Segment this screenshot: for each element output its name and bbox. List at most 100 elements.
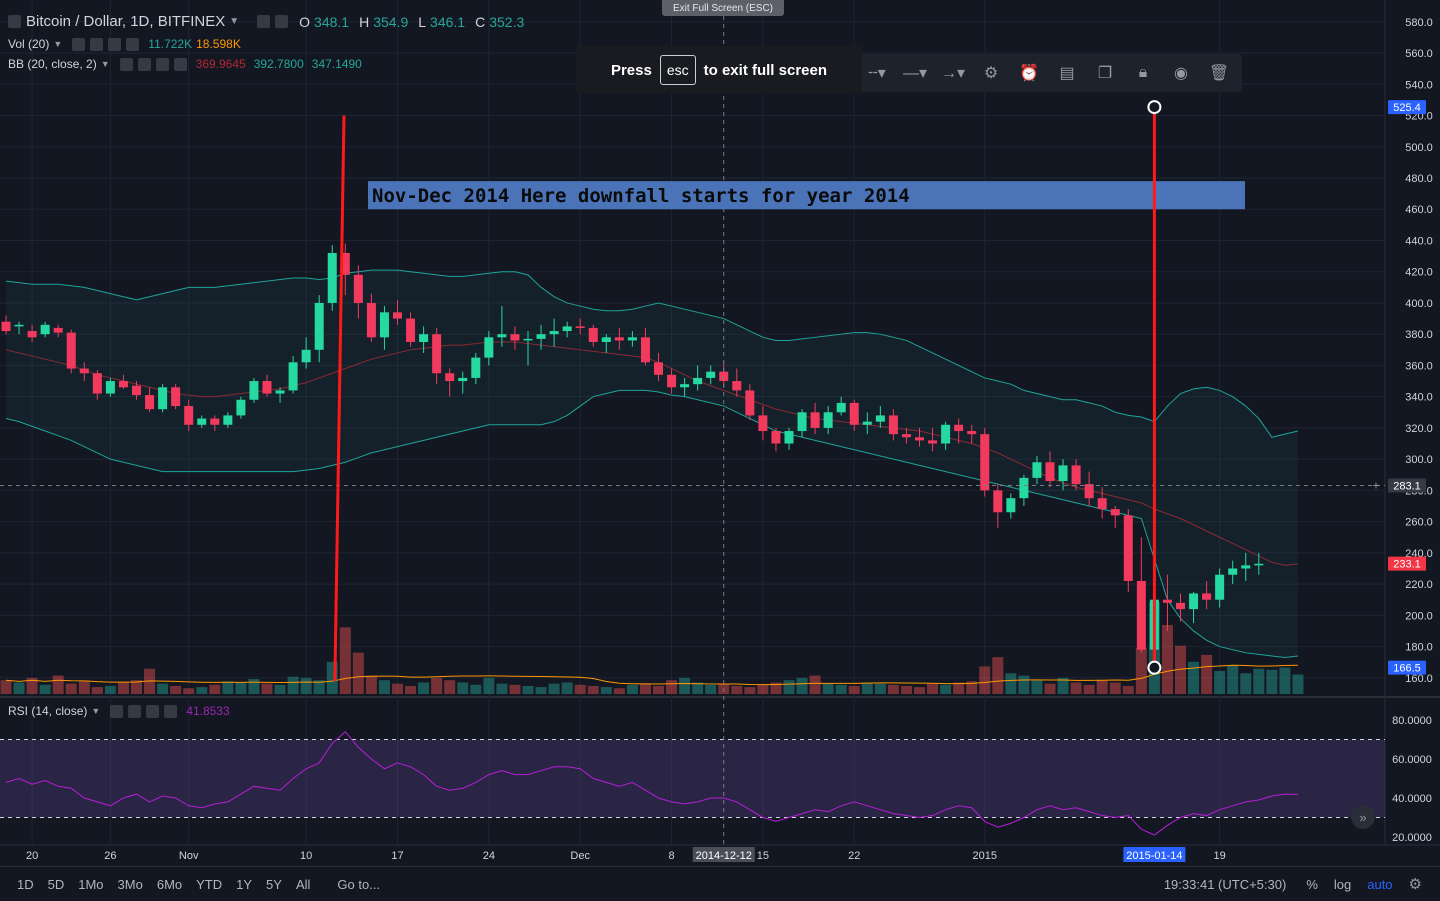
bb-add-icon[interactable]: [155, 57, 169, 71]
volume-bar: [300, 677, 312, 694]
volume-bar: [39, 684, 51, 694]
vol-remove-icon[interactable]: [126, 37, 140, 51]
volume-bar: [209, 684, 221, 694]
candle: [249, 381, 259, 400]
bb-settings-icon[interactable]: [119, 57, 133, 71]
volume-bars: [0, 602, 1304, 694]
vol-hide-icon[interactable]: [90, 37, 104, 51]
volume-bar: [392, 683, 403, 694]
percent-toggle[interactable]: %: [1306, 876, 1318, 892]
volume-bar: [1005, 673, 1017, 694]
esc-key: esc: [659, 55, 696, 85]
lock-icon[interactable]: 🔒︎: [1138, 64, 1148, 81]
price-tick-label: 260.0: [1405, 517, 1433, 529]
candle: [523, 338, 533, 341]
line-width-icon[interactable]: —▾: [902, 65, 928, 82]
vol-settings-icon[interactable]: [72, 37, 86, 51]
range-button-1y[interactable]: 1Y: [236, 876, 253, 892]
range-button-6mo[interactable]: 6Mo: [156, 876, 183, 892]
rsi-remove-icon[interactable]: [164, 704, 178, 718]
vol-add-icon[interactable]: [108, 37, 122, 51]
bb-legend: BB (20, close, 2) ▼ 369.9645 392.7800 34…: [8, 57, 362, 71]
range-button-3mo[interactable]: 3Mo: [117, 876, 143, 892]
bb-remove-icon[interactable]: [173, 57, 187, 71]
candle: [262, 381, 272, 394]
range-button-5d[interactable]: 5D: [47, 876, 65, 892]
goto-button[interactable]: Go to...: [337, 876, 381, 892]
price-tick-label: 500.0: [1405, 142, 1433, 154]
candle: [79, 368, 89, 374]
rsi-label[interactable]: RSI (14, close): [8, 704, 88, 718]
candle: [275, 390, 285, 394]
settings-icon[interactable]: [257, 15, 271, 28]
trash-icon[interactable]: 🗑︎: [1208, 65, 1230, 82]
open-value: 348.1: [314, 13, 350, 30]
price-badge-label: 525.4: [1393, 102, 1421, 114]
volume-bar: [1201, 654, 1213, 694]
candle: [771, 431, 781, 444]
line-end-icon[interactable]: →▾: [940, 65, 966, 82]
gear-icon[interactable]: ⚙: [1408, 876, 1422, 893]
candle: [875, 415, 885, 422]
candle: [171, 387, 181, 407]
rsi-value: 41.8533: [186, 704, 230, 718]
candle: [627, 337, 637, 341]
hide-icon[interactable]: [275, 15, 289, 28]
chevron-down-icon[interactable]: ▼: [229, 16, 240, 27]
bb-hide-icon[interactable]: [137, 57, 151, 71]
rsi-tick-label: 20.0000: [1392, 832, 1432, 844]
volume-bar: [705, 684, 717, 694]
candle: [1123, 515, 1133, 581]
price-tick-label: 160.0: [1405, 673, 1433, 685]
price-badge: [1388, 660, 1426, 675]
exit-fullscreen-tab[interactable]: Exit Full Screen (ESC): [662, 0, 784, 16]
chevron-down-icon[interactable]: ▼: [53, 39, 63, 49]
symbol-title[interactable]: Bitcoin / Dollar, 1D, BITFINEX: [26, 13, 226, 30]
candle: [836, 402, 846, 413]
alert-icon[interactable]: ⏰: [1019, 65, 1039, 82]
range-button-1d[interactable]: 1D: [17, 876, 34, 892]
time-tick-label: Nov: [179, 850, 199, 862]
log-toggle[interactable]: log: [1333, 876, 1352, 892]
drawing-toolbar: ╌▾ —▾ →▾ ⚙ ⏰ ▤ ❐ 🔒︎ ◉ 🗑︎: [858, 54, 1242, 92]
volume-bar: [600, 687, 612, 694]
range-button-ytd[interactable]: YTD: [196, 876, 223, 892]
clone-icon[interactable]: ❐: [1097, 65, 1113, 82]
auto-toggle[interactable]: auto: [1367, 876, 1393, 892]
line-handle[interactable]: [1147, 100, 1162, 115]
candle: [810, 412, 820, 428]
chevron-down-icon[interactable]: ▼: [91, 706, 101, 716]
vol-label[interactable]: Vol (20): [8, 37, 50, 51]
volume-bar: [104, 685, 116, 694]
candle: [614, 337, 624, 341]
price-tick-label: 540.0: [1405, 79, 1433, 91]
bb-basis-value: 369.9645: [195, 57, 246, 71]
line-style-icon[interactable]: ╌▾: [868, 65, 886, 82]
bb-label[interactable]: BB (20, close, 2): [8, 57, 97, 71]
scroll-right-button[interactable]: [1351, 805, 1375, 829]
gear-icon[interactable]: ⚙: [983, 65, 999, 82]
range-button-5y[interactable]: 5Y: [266, 876, 282, 892]
range-button-all[interactable]: All: [295, 876, 311, 892]
volume-bar: [431, 677, 443, 694]
chevron-down-icon[interactable]: ▼: [100, 59, 110, 69]
line-handle[interactable]: [1147, 660, 1162, 675]
vol-legend: Vol (20) ▼ 11.722K 18.598K: [8, 37, 241, 51]
volume-bar: [1240, 673, 1252, 694]
volume-bar: [1292, 674, 1304, 694]
candle: [797, 412, 807, 432]
collapse-icon[interactable]: [8, 15, 21, 28]
rsi-tick-label: 40.0000: [1392, 793, 1432, 805]
rsi-hide-icon[interactable]: [128, 704, 142, 718]
volume-bar: [157, 683, 169, 694]
rsi-settings-icon[interactable]: [110, 704, 124, 718]
candle: [1215, 574, 1225, 600]
candle: [928, 440, 938, 444]
layers-icon[interactable]: ▤: [1059, 65, 1075, 82]
range-button-1mo[interactable]: 1Mo: [78, 876, 104, 892]
volume-bar: [731, 685, 743, 694]
eye-icon[interactable]: ◉: [1174, 65, 1188, 82]
rsi-add-icon[interactable]: [146, 704, 160, 718]
price-tick-label: 440.0: [1405, 235, 1433, 247]
